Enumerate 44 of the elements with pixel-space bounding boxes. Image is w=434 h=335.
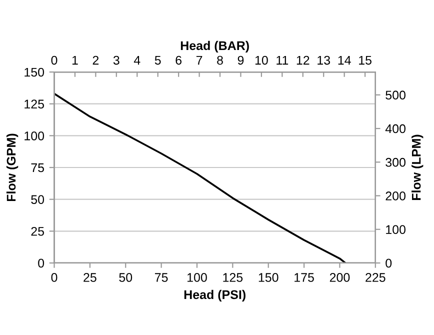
x-tick-label: 200 (330, 273, 350, 282)
x2-tick-label: 6 (176, 56, 182, 65)
y-tick-label: 25 (31, 226, 44, 236)
x2-tick-label: 12 (296, 56, 310, 65)
x-tick-label: 0 (51, 273, 58, 282)
x2-tick-label: 11 (276, 56, 288, 65)
y-tick-label: 125 (24, 100, 44, 108)
x-tick-label: 25 (84, 273, 96, 282)
x-tick-label: 150 (258, 273, 278, 282)
x2-tick-label: 13 (318, 56, 330, 65)
y-tick-label: 100 (24, 131, 44, 140)
x2-axis-title: Head (BAR) (180, 40, 249, 53)
x2-tick-label: 5 (154, 56, 161, 65)
x-tick-label: 50 (119, 273, 132, 282)
x-tick-label: 125 (223, 273, 243, 282)
y-tick-label: 50 (31, 195, 44, 204)
y2-tick-label: 500 (386, 90, 406, 100)
x2-tick-label: 7 (196, 56, 202, 65)
y2-tick-label: 100 (386, 225, 406, 234)
y-tick-label: 150 (24, 68, 44, 77)
x-tick-label: 100 (188, 273, 207, 282)
x2-tick-label: 3 (113, 56, 120, 65)
x2-tick-label: 0 (51, 56, 58, 65)
line-series (54, 92, 346, 263)
x-axis-title: Head (PSI) (184, 290, 246, 302)
x-tick-label: 75 (154, 273, 168, 282)
y-tick-label: 0 (38, 258, 44, 268)
x-tick-label: 175 (294, 273, 314, 282)
x2-tick-label: 1 (72, 56, 78, 65)
y2-tick-label: 0 (386, 258, 392, 268)
x-tick-label: 225 (366, 273, 386, 282)
x2-tick-label: 4 (134, 56, 140, 65)
x2-tick-label: 15 (359, 56, 372, 65)
y-tick-label: 75 (31, 163, 44, 172)
y2-axis-title: Flow (LPM) (412, 134, 424, 200)
x2-tick-label: 10 (255, 56, 268, 65)
x2-tick-label: 14 (338, 56, 351, 65)
y2-tick-label: 200 (386, 192, 406, 200)
y2-tick-label: 400 (385, 124, 406, 134)
y2-tick-label: 300 (386, 158, 406, 167)
x2-tick-label: 9 (238, 56, 244, 65)
y-axis-title: Flow (GPM) (6, 134, 18, 202)
x2-tick-label: 2 (92, 56, 99, 65)
x2-tick-label: 8 (217, 56, 223, 65)
